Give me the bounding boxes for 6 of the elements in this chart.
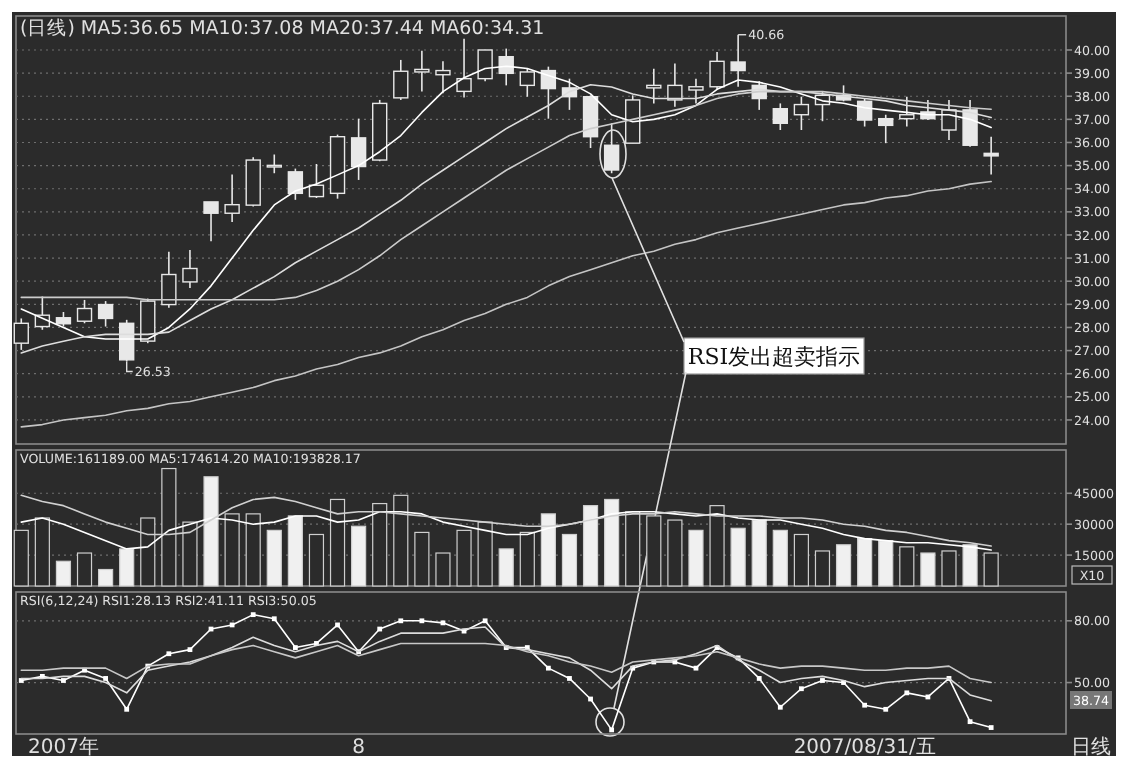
x-tick-label: 2007/08/31/五 (793, 737, 936, 758)
annotation: RSI发出超卖指示 (687, 344, 861, 370)
x-tick-label: 8 (352, 737, 365, 758)
chart-title: (日线) MA5:36.65 MA10:37.08 MA20:37.44 MA60:34.31 (20, 16, 545, 40)
x-tick-label: 2007年 (27, 735, 99, 758)
text: 日线 (1071, 735, 1111, 758)
